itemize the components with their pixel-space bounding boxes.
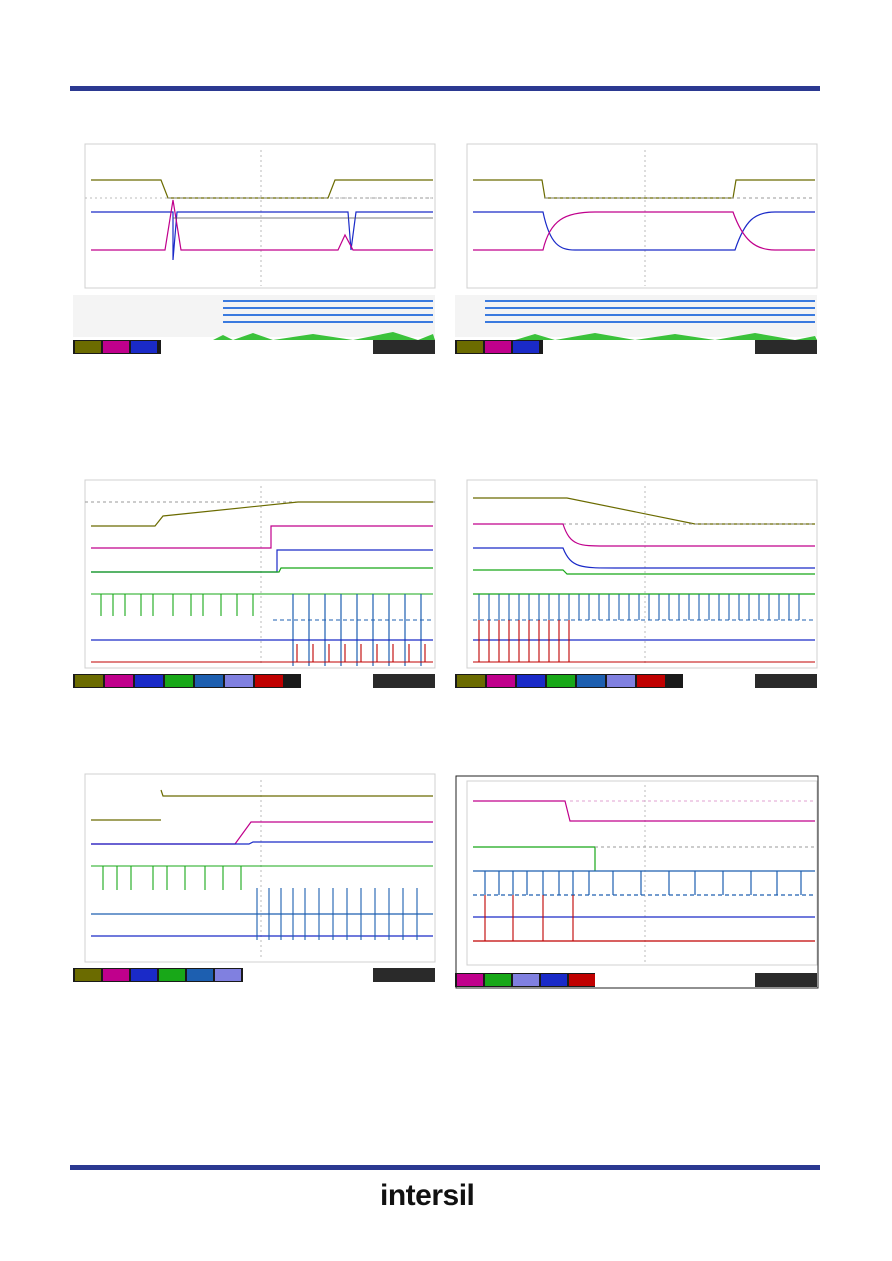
logo-wordmark: intersil	[380, 1179, 474, 1212]
scope-screenshot-5	[73, 770, 438, 985]
scope-screenshot-6	[455, 775, 820, 990]
scope-screenshot-2	[455, 140, 820, 360]
scope-2-plot	[455, 143, 818, 354]
scope-5-plot	[73, 773, 436, 982]
scope-4-plot	[455, 479, 818, 688]
scope-screenshot-4	[455, 476, 820, 690]
footer-rule	[70, 1165, 820, 1170]
scope-screenshot-1	[73, 140, 438, 360]
scope-1-plot	[73, 143, 436, 354]
scope-screenshot-3	[73, 476, 438, 690]
scope-3-plot	[73, 479, 436, 688]
scope-6-plot	[455, 775, 819, 989]
header-rule	[70, 86, 820, 91]
intersil-logo: intersil	[380, 1177, 515, 1215]
